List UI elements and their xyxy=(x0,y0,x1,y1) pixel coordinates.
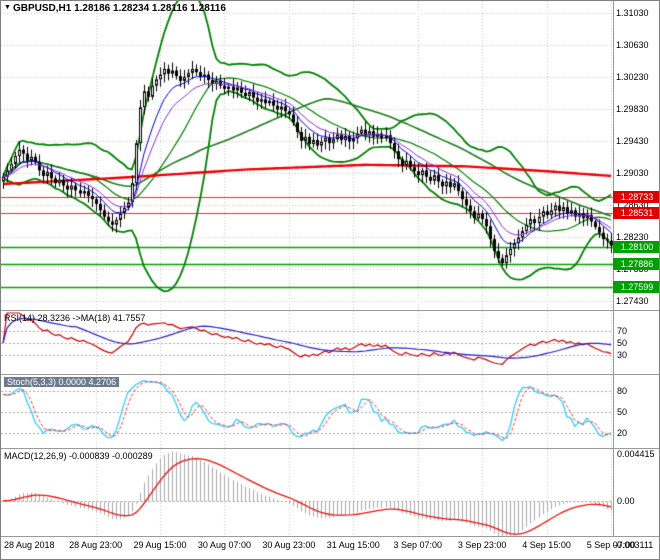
symbol-label: GBPUSD,H1 xyxy=(12,3,72,14)
price-tick: 1.29830 xyxy=(616,103,649,114)
ohlc-values: 1.28186 1.28234 1.28116 1.28116 xyxy=(74,3,226,14)
stochastic-canvas[interactable] xyxy=(1,375,659,449)
price-tick: 1.29430 xyxy=(616,135,649,146)
price-tick: 1.30230 xyxy=(616,71,649,82)
indicator-level-label: 50 xyxy=(617,407,628,417)
stochastic-label: Stoch(5,3,3) 0.0000 4.2706 xyxy=(4,377,120,387)
indicator-level-label: 30 xyxy=(617,350,628,360)
time-axis: -0.003111 28 Aug 2018 28 Aug 23:00 29 Aug … xyxy=(1,537,659,559)
time-axis-label: 31 Aug 15:00 xyxy=(326,540,380,550)
price-tick: 1.31030 xyxy=(616,7,649,18)
panel-separator xyxy=(1,448,659,449)
macd-axis-zero: 0.00 xyxy=(617,495,635,506)
chart-title: ▼ GBPUSD,H1 1.28186 1.28234 1.28116 1.281… xyxy=(4,3,226,14)
time-axis-label: 30 Aug 23:00 xyxy=(262,540,316,550)
time-axis-label: 29 Aug 15:00 xyxy=(133,540,187,550)
collapse-icon[interactable]: ▼ xyxy=(4,4,11,11)
indicator-level-label: 80 xyxy=(617,386,628,396)
time-axis-label: 28 Aug 2018 xyxy=(4,540,55,550)
support-price-tag[interactable]: 1.27886 xyxy=(613,258,659,271)
time-axis-label: 3 Sep 23:00 xyxy=(457,540,507,550)
time-axis-label: 3 Sep 07:00 xyxy=(393,540,442,550)
main-chart-panel: ▼ GBPUSD,H1 1.28186 1.28234 1.28116 1.281… xyxy=(1,1,659,311)
stochastic-panel: Stoch(5,3,3) 0.0000 4.2706 80 50 20 xyxy=(1,375,659,449)
panel-separator xyxy=(1,374,659,375)
macd-axis-bottom: -0.003111 xyxy=(614,540,654,550)
price-tick: 1.28630 xyxy=(616,199,649,210)
indicator-level-label: 50 xyxy=(617,338,628,348)
macd-panel: MACD(12,26,9) -0.000839 -0.000289 0.0044… xyxy=(1,449,659,537)
support-price-tag[interactable]: 1.28100 xyxy=(613,241,659,254)
macd-canvas[interactable] xyxy=(1,449,659,537)
indicator-level-label: 20 xyxy=(617,428,628,438)
support-price-tag[interactable]: 1.27599 xyxy=(613,281,659,294)
main-chart-canvas[interactable] xyxy=(1,1,659,311)
price-tick: 1.27430 xyxy=(616,295,649,306)
rsi-panel: RSI(14) 28.3236 ->MA(18) 41.7557 70 50 30 xyxy=(1,311,659,375)
time-axis-label: 4 Sep 15:00 xyxy=(522,540,571,550)
panel-separator xyxy=(1,536,659,537)
resistance-price-tag[interactable]: 1.28733 xyxy=(613,190,659,203)
panel-separator xyxy=(1,310,659,311)
indicator-level-label: 70 xyxy=(617,326,628,336)
time-axis-label: 28 Aug 23:00 xyxy=(69,540,123,550)
price-tick: 1.29030 xyxy=(616,167,649,178)
rsi-canvas[interactable] xyxy=(1,311,659,375)
resistance-price-tag[interactable]: 1.28531 xyxy=(613,206,659,219)
time-axis-label: 5 Sep 07:00 xyxy=(586,540,636,550)
price-tick: 1.30630 xyxy=(616,39,649,50)
price-tick: 1.28230 xyxy=(616,231,649,242)
macd-label: MACD(12,26,9) -0.000839 -0.000289 xyxy=(4,451,153,461)
time-axis-label: 30 Aug 07:00 xyxy=(197,540,251,550)
macd-axis-top: 0.004415 xyxy=(617,449,655,459)
rsi-label: RSI(14) 28.3236 ->MA(18) 41.7557 xyxy=(4,313,146,323)
